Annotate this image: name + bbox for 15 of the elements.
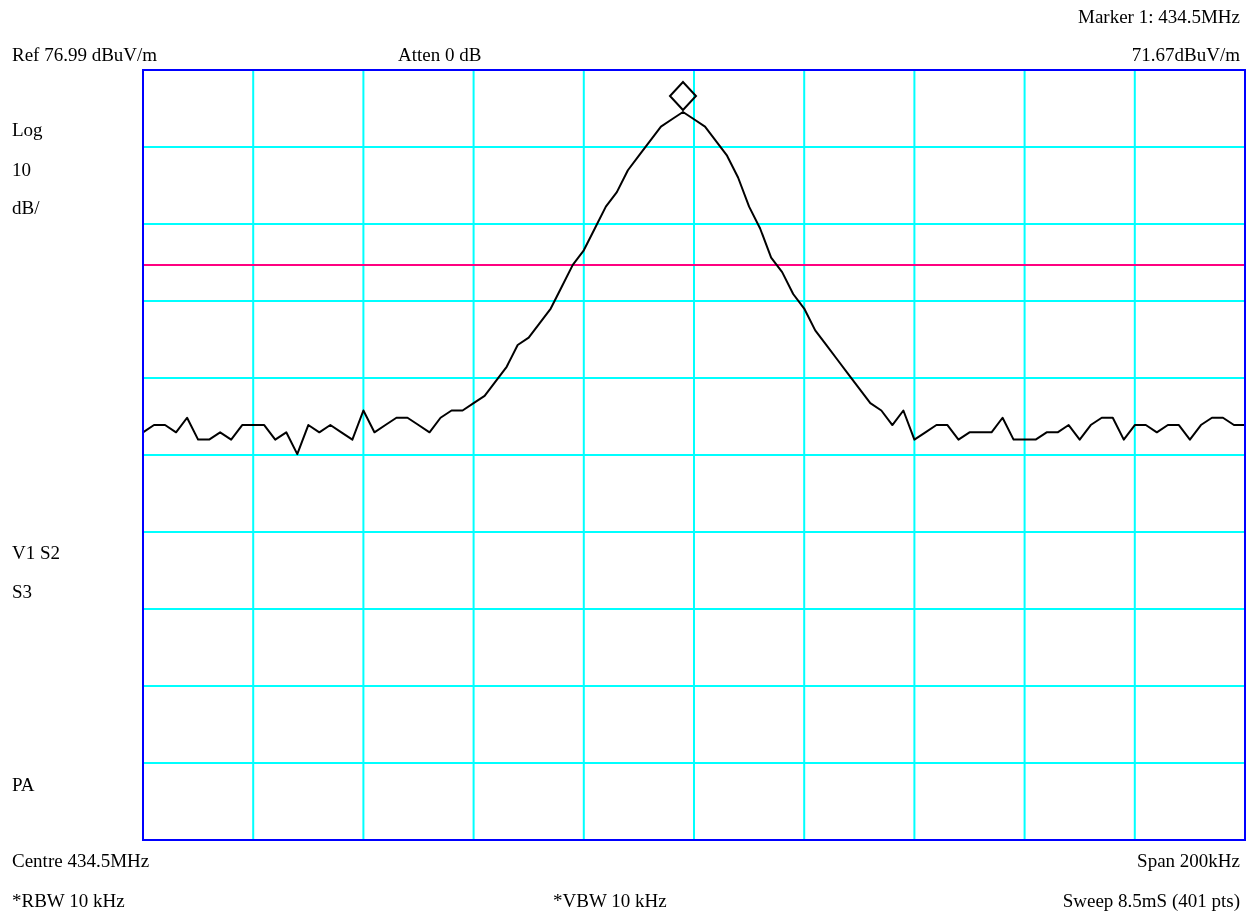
text: *VBW 10 kHz <box>553 890 667 911</box>
text: *RBW 10 kHz <box>12 890 125 911</box>
text: Atten 0 dB <box>398 44 482 65</box>
text: Sweep 8.5mS (401 pts) <box>1062 890 1240 911</box>
text: Log <box>12 119 44 140</box>
text: S3 <box>12 581 33 602</box>
text: 71.67dBuV/m <box>1131 44 1241 65</box>
text: V1 S2 <box>12 542 61 563</box>
text: dB/ <box>12 197 41 218</box>
text: Ref 76.99 dBuV/m <box>12 44 158 65</box>
text: 10 <box>12 159 31 180</box>
text: Span 200kHz <box>1137 850 1240 871</box>
text: Centre 434.5MHz <box>12 850 150 871</box>
text: Marker 1: 434.5MHz <box>1078 6 1240 27</box>
text: PA <box>12 774 35 795</box>
